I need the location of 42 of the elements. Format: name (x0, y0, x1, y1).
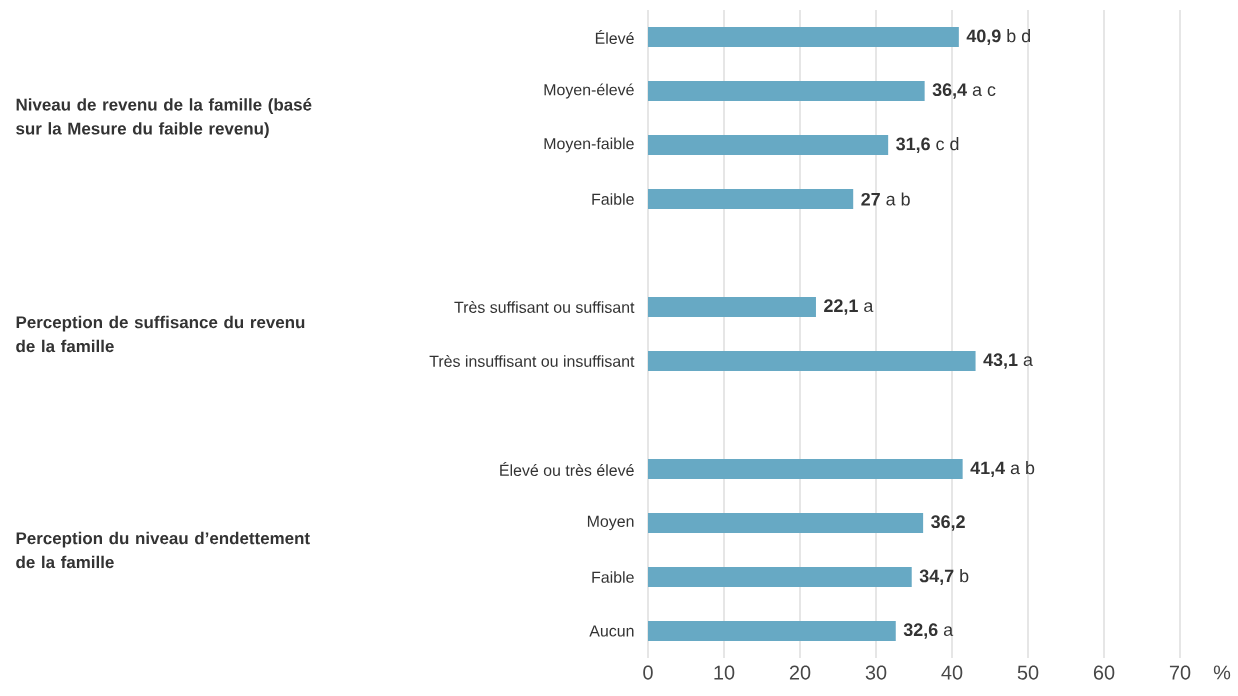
data-label: 22,1 a (824, 299, 874, 315)
y-tick-label: Très suffisant ou suffisant (454, 301, 635, 313)
bar (648, 567, 912, 588)
y-tick-label: Faible (592, 193, 634, 205)
x-tick-label: 70 (1169, 665, 1191, 680)
data-label: 43,1 a (983, 353, 1033, 369)
x-tick-label: 20 (789, 665, 811, 680)
data-label: 32,6 a (903, 623, 954, 639)
bar (648, 189, 854, 209)
bar (648, 459, 963, 479)
y-tick-label: Élevé ou très élevé (500, 462, 634, 476)
y-tick-label: Moyen-élevé (544, 83, 634, 99)
data-label: 40,9 b d (966, 29, 1030, 45)
x-tick-label: 50 (1017, 665, 1039, 680)
text: Perception du niveau d’endettement de la famille (16, 531, 310, 569)
x-tick-label: 60 (1093, 665, 1115, 680)
data-label: 31,6 c d (896, 137, 959, 153)
bar (648, 351, 976, 371)
text: Perception de suffisance du revenu de la famille (16, 315, 305, 353)
x-tick-label: 10 (714, 665, 735, 680)
data-label: 34,7 b (919, 569, 969, 585)
x-tick-label: 40 (941, 665, 963, 680)
y-tick-label: Aucun (589, 625, 634, 637)
y-tick-label: Très insuffisant ou insuffisant (429, 355, 635, 367)
y-tick-label: Moyen-faible (544, 137, 634, 153)
bar (648, 297, 816, 317)
text: Niveau de revenu de la famille (basé sur la Mesure du faible revenu) (16, 98, 312, 138)
x-tick-label: 0 (643, 665, 653, 680)
bar (648, 27, 959, 47)
data-label: 41,4 a b (970, 461, 1035, 477)
x-tick-label: 30 (865, 665, 887, 680)
bar (648, 81, 925, 101)
data-label: 36,2 (931, 515, 965, 531)
bar (648, 135, 889, 155)
data-label: 36,4 a c (932, 83, 996, 99)
y-tick-label: Faible (592, 571, 634, 583)
x-axis-title: % (1213, 665, 1231, 680)
y-tick-label: Élevé (595, 30, 634, 44)
data-label: 27 a b (861, 192, 910, 206)
y-tick-label: Moyen (587, 515, 634, 531)
bar (648, 621, 896, 642)
bar (648, 513, 924, 534)
